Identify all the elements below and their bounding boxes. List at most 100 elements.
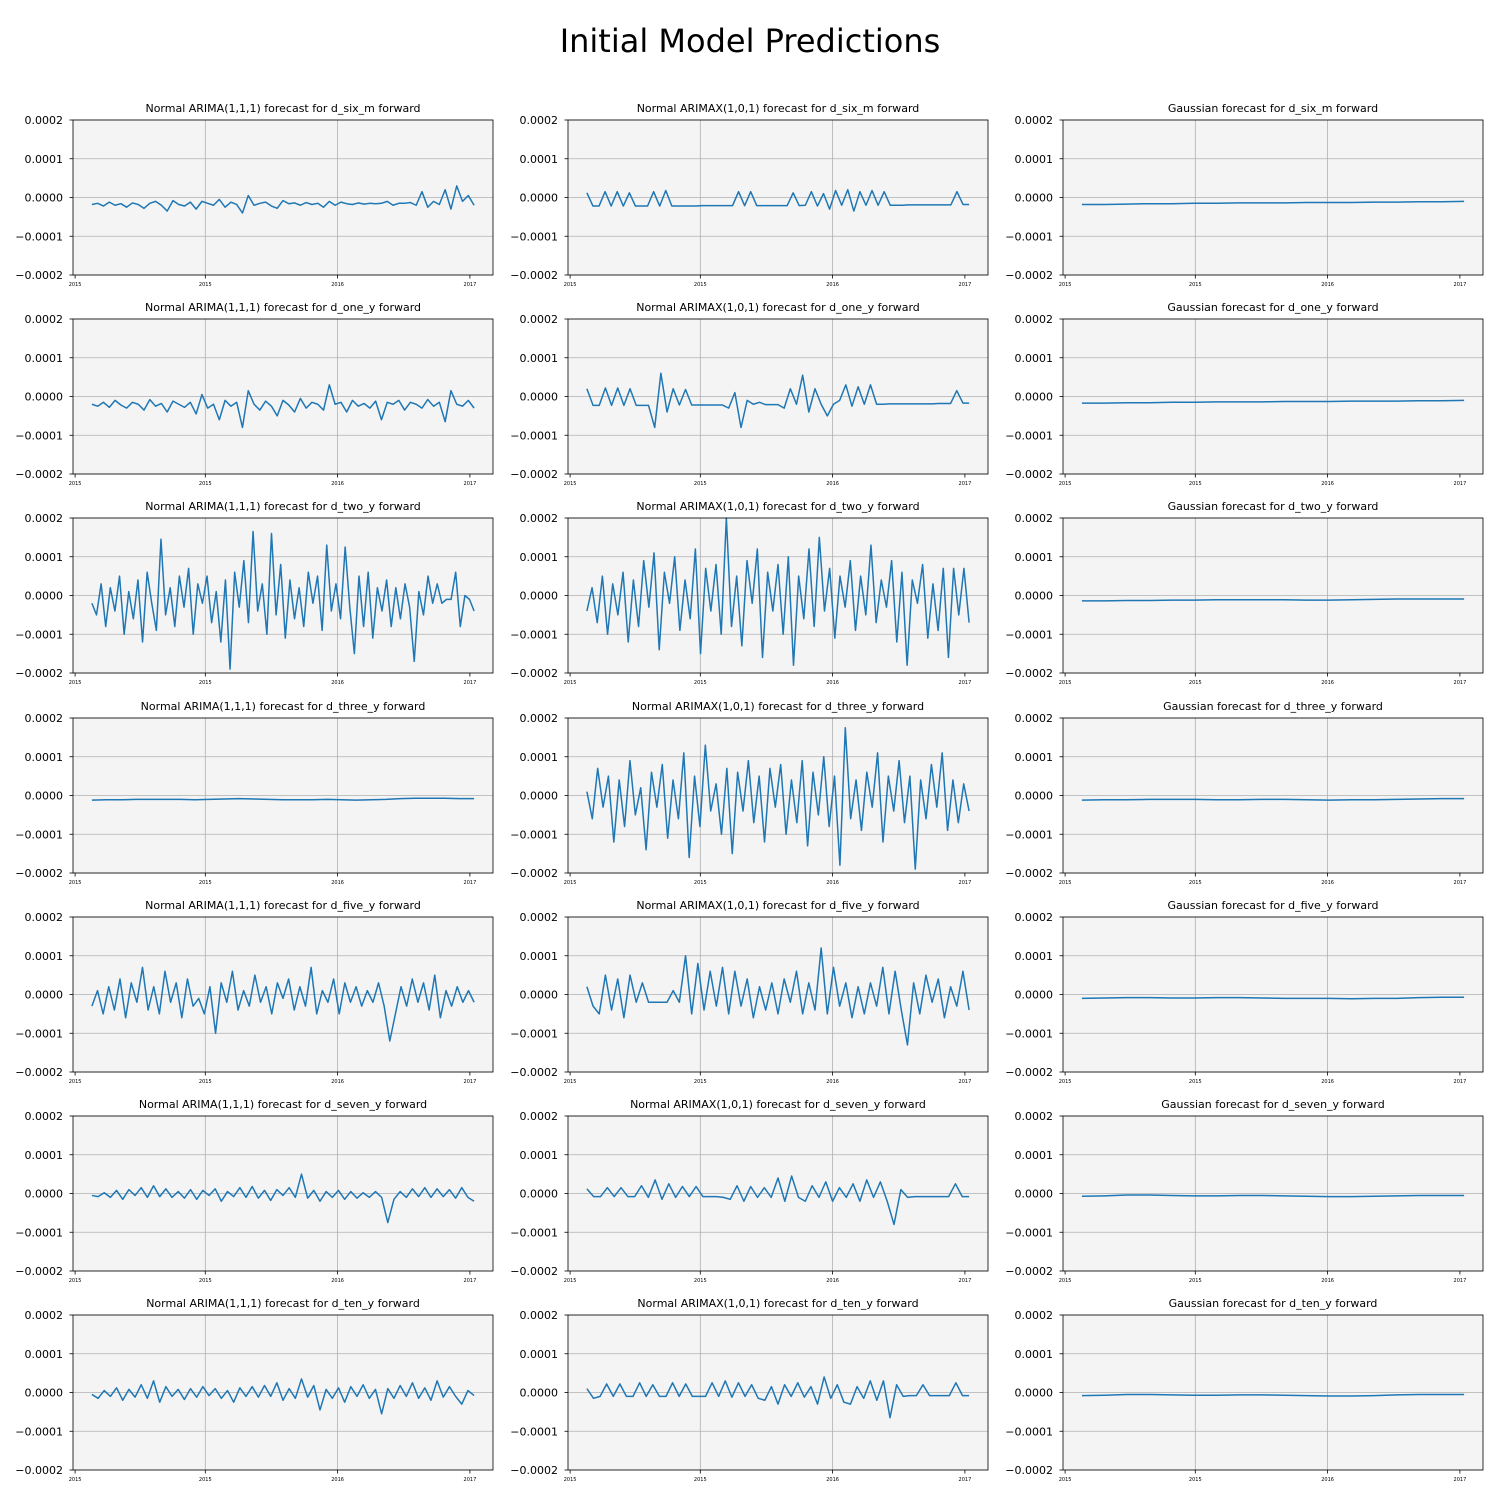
x-tick-label: 2015 [1189,680,1202,686]
axes-frame [567,916,989,1073]
series-line [91,384,475,429]
y-tick-label: −0.0002 [15,867,63,880]
x-tick-label: 2015 [694,1079,707,1085]
x-tick-label: 2015 [1189,282,1202,288]
subplot: 0.0002 0.0001 0.0000 −0.0001 −0.0002 2015 2015… [510,500,989,686]
x-tick-label: 2016 [331,1079,344,1085]
x-tick-label: 2016 [331,880,344,886]
x-tick-label: 2017 [464,680,477,686]
x-tick-label: 2015 [69,1278,82,1284]
series-line [1081,797,1465,801]
series-line [1081,399,1465,404]
y-tick-label: 0.0000 [25,790,64,803]
subplot: 0.0002 0.0001 0.0000 −0.0001 −0.0002 2015 2015… [15,700,494,886]
y-tick-label: 0.0001 [520,950,559,963]
y-tick-label: −0.0002 [510,1066,558,1079]
series-line [1081,598,1465,602]
subplot-title: Gaussian forecast for d_ten_y forward [1169,1297,1378,1310]
x-tick-label: 2016 [826,1278,839,1284]
y-tick-label: 0.0000 [25,391,64,404]
x-tick-label: 2015 [69,282,82,288]
y-tick-label: 0.0002 [1015,712,1054,725]
y-tick-label: −0.0002 [1005,269,1053,282]
subplot-title: Normal ARIMAX(1,0,1) forecast for d_seve… [630,1098,926,1111]
y-tick-label: −0.0002 [510,1464,558,1477]
subplot-title: Normal ARIMAX(1,0,1) forecast for d_six_… [637,102,920,115]
subplot: 0.0002 0.0001 0.0000 −0.0001 −0.0002 2015 2015… [510,1098,989,1284]
x-tick-label: 2015 [694,880,707,886]
y-tick-label: 0.0001 [520,551,559,564]
y-tick-label: −0.0001 [1005,1027,1053,1040]
axes-frame [72,1115,494,1272]
series-line [1081,1393,1465,1397]
y-tick-label: 0.0001 [25,1149,64,1162]
subplot-title: Normal ARIMA(1,1,1) forecast for d_five_… [145,899,421,912]
series-line [586,189,970,212]
x-tick-label: 2016 [1321,1477,1334,1483]
x-tick-label: 2015 [1189,880,1202,886]
y-tick-label: −0.0001 [1005,628,1053,641]
subplot: 0.0002 0.0001 0.0000 −0.0001 −0.0002 2015 2015… [15,1297,494,1483]
y-tick-label: 0.0001 [1015,551,1054,564]
y-tick-label: −0.0002 [1005,1464,1053,1477]
y-tick-label: −0.0002 [510,269,558,282]
subplot: 0.0002 0.0001 0.0000 −0.0001 −0.0002 2015 2015… [15,102,494,288]
y-tick-label: 0.0000 [25,192,64,205]
x-tick-label: 2017 [959,1477,972,1483]
x-tick-label: 2016 [826,481,839,487]
y-tick-label: 0.0000 [520,391,559,404]
y-tick-label: −0.0001 [1005,429,1053,442]
subplot: 0.0002 0.0001 0.0000 −0.0001 −0.0002 2015 2015… [1005,301,1484,487]
y-tick-label: −0.0002 [1005,867,1053,880]
y-tick-label: 0.0002 [520,114,559,127]
x-tick-label: 2015 [1059,1477,1072,1483]
x-tick-label: 2016 [1321,880,1334,886]
y-tick-label: −0.0001 [510,628,558,641]
y-tick-label: −0.0001 [1005,828,1053,841]
x-tick-label: 2017 [1454,1278,1467,1284]
x-tick-label: 2016 [826,680,839,686]
y-tick-label: 0.0001 [1015,352,1054,365]
y-tick-label: −0.0001 [510,828,558,841]
subplot: 0.0002 0.0001 0.0000 −0.0001 −0.0002 2015 2015… [1005,899,1484,1085]
y-tick-label: −0.0002 [15,667,63,680]
x-tick-label: 2015 [564,1278,577,1284]
x-tick-label: 2015 [199,880,212,886]
x-tick-label: 2015 [564,680,577,686]
y-tick-label: −0.0001 [510,1226,558,1239]
subplot-title: Gaussian forecast for d_seven_y forward [1161,1098,1384,1111]
y-tick-label: 0.0002 [25,911,64,924]
subplot-title: Normal ARIMA(1,1,1) forecast for d_six_m… [145,102,420,115]
axes-frame [72,916,494,1073]
subplot-title: Normal ARIMA(1,1,1) forecast for d_two_y… [145,500,421,513]
y-tick-label: 0.0002 [25,512,64,525]
y-tick-label: −0.0002 [15,468,63,481]
x-tick-label: 2015 [69,481,82,487]
y-tick-label: −0.0001 [1005,1226,1053,1239]
subplot: 0.0002 0.0001 0.0000 −0.0001 −0.0002 2015 2015… [510,700,989,886]
x-tick-label: 2017 [959,1079,972,1085]
x-tick-label: 2015 [69,880,82,886]
x-tick-label: 2015 [564,1079,577,1085]
subplot: 0.0002 0.0001 0.0000 −0.0001 −0.0002 2015 2015… [510,1297,989,1483]
y-tick-label: 0.0001 [25,352,64,365]
y-tick-label: 0.0000 [1015,391,1054,404]
axes-frame [1062,717,1484,874]
y-tick-label: 0.0002 [520,313,559,326]
y-tick-label: 0.0001 [520,1149,559,1162]
axes-frame [1062,1314,1484,1471]
y-tick-label: 0.0000 [25,590,64,603]
x-tick-label: 2017 [959,880,972,886]
series-line [91,966,475,1042]
y-tick-label: −0.0002 [1005,1265,1053,1278]
y-tick-label: 0.0000 [25,1387,64,1400]
y-tick-label: 0.0000 [520,1188,559,1201]
x-tick-label: 2017 [464,282,477,288]
y-tick-label: 0.0002 [520,512,559,525]
x-tick-label: 2016 [826,1477,839,1483]
subplot-title: Gaussian forecast for d_six_m forward [1168,102,1378,115]
y-tick-label: −0.0001 [1005,230,1053,243]
y-tick-label: 0.0001 [520,1348,559,1361]
y-tick-label: 0.0000 [520,790,559,803]
